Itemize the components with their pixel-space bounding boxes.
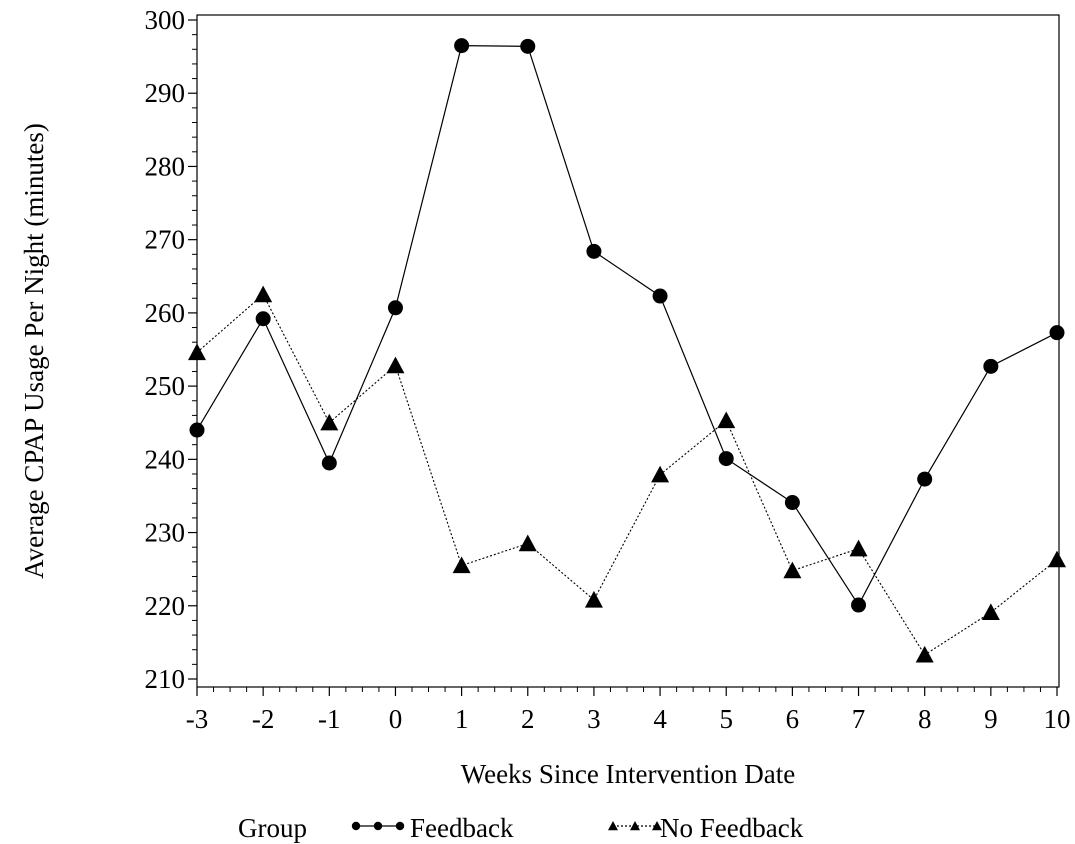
data-point-no-feedback — [452, 556, 471, 574]
data-point-no-feedback — [717, 411, 736, 429]
data-point-no-feedback — [188, 343, 206, 361]
y-tick-label: 210 — [145, 664, 186, 694]
data-point-no-feedback — [849, 539, 868, 557]
legend-marker-no-feedback — [630, 821, 640, 831]
legend: Group Feedback No Feedback — [238, 813, 804, 843]
data-point-feedback — [784, 495, 800, 511]
data-point-feedback — [917, 471, 933, 487]
data-point-no-feedback — [783, 561, 802, 579]
data-point-no-feedback — [518, 534, 537, 552]
data-point-feedback — [718, 451, 734, 467]
x-tick-label: 10 — [1044, 704, 1071, 734]
x-axis: -3 -2 -1 0 1 2 3 4 5 6 7 8 9 10 — [186, 687, 1071, 734]
series-line-no-feedback — [196, 293, 1058, 656]
x-tick-label: 5 — [719, 704, 733, 734]
data-point-feedback — [321, 455, 337, 471]
data-point-no-feedback — [915, 645, 934, 663]
data-point-feedback — [851, 597, 867, 613]
y-tick-label: 260 — [145, 298, 186, 328]
legend-marker-feedback — [395, 821, 405, 831]
x-tick-label: -3 — [186, 704, 209, 734]
y-tick-label: 250 — [145, 371, 186, 401]
data-point-feedback — [255, 311, 271, 327]
y-tick-label: 300 — [145, 5, 186, 35]
data-point-feedback — [1049, 325, 1065, 341]
legend-marker-feedback — [373, 821, 383, 831]
data-point-no-feedback — [386, 356, 405, 374]
x-tick-label: 0 — [389, 704, 403, 734]
legend-marker-no-feedback — [608, 821, 618, 831]
x-axis-title: Weeks Since Intervention Date — [461, 759, 795, 789]
data-point-feedback — [387, 300, 403, 316]
y-tick-label: 270 — [145, 225, 186, 255]
x-tick-label: 8 — [918, 704, 932, 734]
y-tick-label: 290 — [145, 78, 186, 108]
data-point-no-feedback — [1048, 550, 1066, 568]
y-tick-label: 240 — [145, 444, 186, 474]
data-point-feedback — [983, 358, 999, 374]
x-tick-label: 3 — [587, 704, 601, 734]
x-tick-label: 1 — [455, 704, 469, 734]
x-tick-label: 7 — [852, 704, 866, 734]
data-point-no-feedback — [584, 590, 603, 608]
y-axis-title: Average CPAP Usage Per Night (minutes) — [19, 123, 49, 579]
legend-title: Group — [238, 813, 307, 843]
data-point-feedback — [189, 422, 205, 438]
legend-marker-no-feedback — [652, 821, 662, 831]
x-tick-label: -2 — [252, 704, 275, 734]
plot-frame — [196, 14, 1060, 688]
x-tick-label: -1 — [318, 704, 341, 734]
y-tick-label: 280 — [145, 151, 186, 181]
x-tick-label: 9 — [984, 704, 998, 734]
data-point-feedback — [586, 243, 602, 259]
data-point-feedback — [454, 38, 470, 54]
data-point-no-feedback — [320, 413, 339, 431]
data-point-feedback — [652, 288, 668, 304]
x-tick-label: 2 — [521, 704, 535, 734]
y-axis: 210 220 230 240 250 260 270 280 290 300 — [145, 5, 197, 694]
y-tick-label: 230 — [145, 518, 186, 548]
data-point-no-feedback — [651, 465, 670, 483]
x-tick-label: 4 — [653, 704, 667, 734]
legend-label-no-feedback: No Feedback — [660, 813, 804, 843]
data-point-no-feedback — [981, 603, 1000, 621]
legend-marker-feedback — [351, 821, 361, 831]
data-point-no-feedback — [254, 285, 273, 303]
legend-label-feedback: Feedback — [410, 813, 514, 843]
y-tick-label: 220 — [145, 591, 186, 621]
data-point-feedback — [520, 38, 536, 54]
series-line-feedback — [196, 45, 1058, 607]
series-layer — [188, 38, 1066, 663]
x-tick-label: 6 — [786, 704, 800, 734]
